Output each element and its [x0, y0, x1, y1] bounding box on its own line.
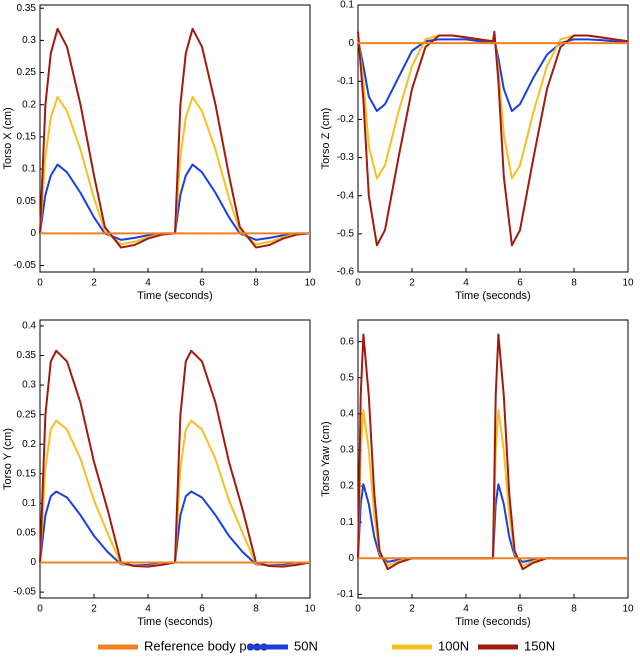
y-tick-label: 0.5 [340, 372, 354, 383]
y-tick-label: 0 [348, 38, 354, 49]
y-tick-label: 0.6 [340, 336, 354, 347]
x-tick-label: 6 [517, 278, 523, 289]
y-tick-label: 0.05 [17, 528, 37, 539]
legend-label: 150N [524, 638, 555, 653]
y-tick-label: 0.4 [340, 409, 354, 420]
y-tick-label: 0 [30, 557, 36, 568]
x-tick-label: 0 [37, 604, 43, 615]
series-line [357, 333, 628, 571]
x-tick-label: 8 [571, 278, 577, 289]
y-tick-label: 0.15 [17, 468, 37, 479]
y-tick-label: -0.05 [13, 260, 36, 271]
x-tick-label: 8 [253, 278, 259, 289]
x-tick-label: 6 [199, 604, 205, 615]
y-tick-label: 0.3 [22, 380, 36, 391]
y-tick-label: 0.1 [22, 164, 36, 175]
x-tick-label: 10 [304, 278, 316, 289]
y-tick-label: 0.35 [17, 3, 37, 14]
y-tick-label: 0.35 [17, 350, 37, 361]
y-tick-label: 0.1 [340, 0, 354, 11]
series-line [357, 30, 629, 247]
y-tick-label: 0 [30, 228, 36, 239]
y-axis-title: Torso Y (cm) [2, 428, 14, 490]
x-tick-label: 0 [37, 278, 43, 289]
x-tick-label: 4 [463, 604, 469, 615]
plot-frame [39, 4, 311, 273]
x-tick-label: 4 [463, 278, 469, 289]
x-tick-label: 2 [91, 278, 97, 289]
x-axis-title: Time (seconds) [455, 290, 530, 302]
y-tick-label: 0 [348, 553, 354, 564]
series-line [39, 27, 311, 249]
y-tick-label: 0.1 [340, 517, 354, 528]
x-tick-label: 10 [304, 604, 316, 615]
plot-frame [357, 319, 629, 599]
y-axis-title: Torso Yaw (cm) [320, 421, 332, 496]
x-axis-title: Time (seconds) [455, 616, 530, 628]
y-tick-label: 0.2 [340, 481, 354, 492]
x-tick-label: 6 [517, 604, 523, 615]
y-tick-label: -0.2 [337, 114, 355, 125]
y-tick-label: 0.2 [22, 439, 36, 450]
x-tick-label: 0 [355, 604, 361, 615]
y-axis-title: Torso X (cm) [2, 107, 14, 169]
x-tick-label: 8 [253, 604, 259, 615]
y-tick-label: 0.3 [340, 445, 354, 456]
y-tick-label: 0.2 [22, 99, 36, 110]
x-tick-label: 2 [409, 278, 415, 289]
x-tick-label: 6 [199, 278, 205, 289]
y-tick-label: -0.5 [337, 228, 355, 239]
y-tick-label: 0.15 [17, 132, 37, 143]
plot-frame [357, 4, 629, 273]
series-line [357, 38, 629, 113]
y-axis-title: Torso Z (cm) [320, 108, 332, 170]
legend-label: 100N [438, 638, 469, 653]
y-tick-label: -0.3 [337, 152, 355, 163]
x-tick-label: 2 [409, 604, 415, 615]
x-tick-label: 4 [145, 604, 151, 615]
y-tick-label: 0.3 [22, 35, 36, 46]
x-tick-label: 10 [622, 278, 634, 289]
x-tick-label: 2 [91, 604, 97, 615]
x-tick-label: 4 [145, 278, 151, 289]
x-tick-label: 0 [355, 278, 361, 289]
y-tick-label: -0.05 [13, 587, 36, 598]
x-axis-title: Time (seconds) [137, 616, 212, 628]
y-tick-label: 0.25 [17, 67, 37, 78]
x-tick-label: 8 [571, 604, 577, 615]
y-tick-label: 0.05 [17, 196, 37, 207]
y-tick-label: 0.25 [17, 409, 37, 420]
y-tick-label: -0.1 [337, 76, 355, 87]
y-tick-label: -0.4 [337, 190, 355, 201]
y-tick-label: -0.1 [337, 589, 355, 600]
y-tick-label: 0.4 [22, 321, 36, 332]
legend-label: 50N [294, 638, 318, 653]
y-tick-label: 0.1 [22, 498, 36, 509]
y-tick-label: -0.6 [337, 267, 355, 278]
plot-frame [39, 319, 311, 599]
x-tick-label: 10 [622, 604, 634, 615]
x-axis-title: Time (seconds) [137, 290, 212, 302]
legend-label: Reference body pose [144, 638, 268, 653]
